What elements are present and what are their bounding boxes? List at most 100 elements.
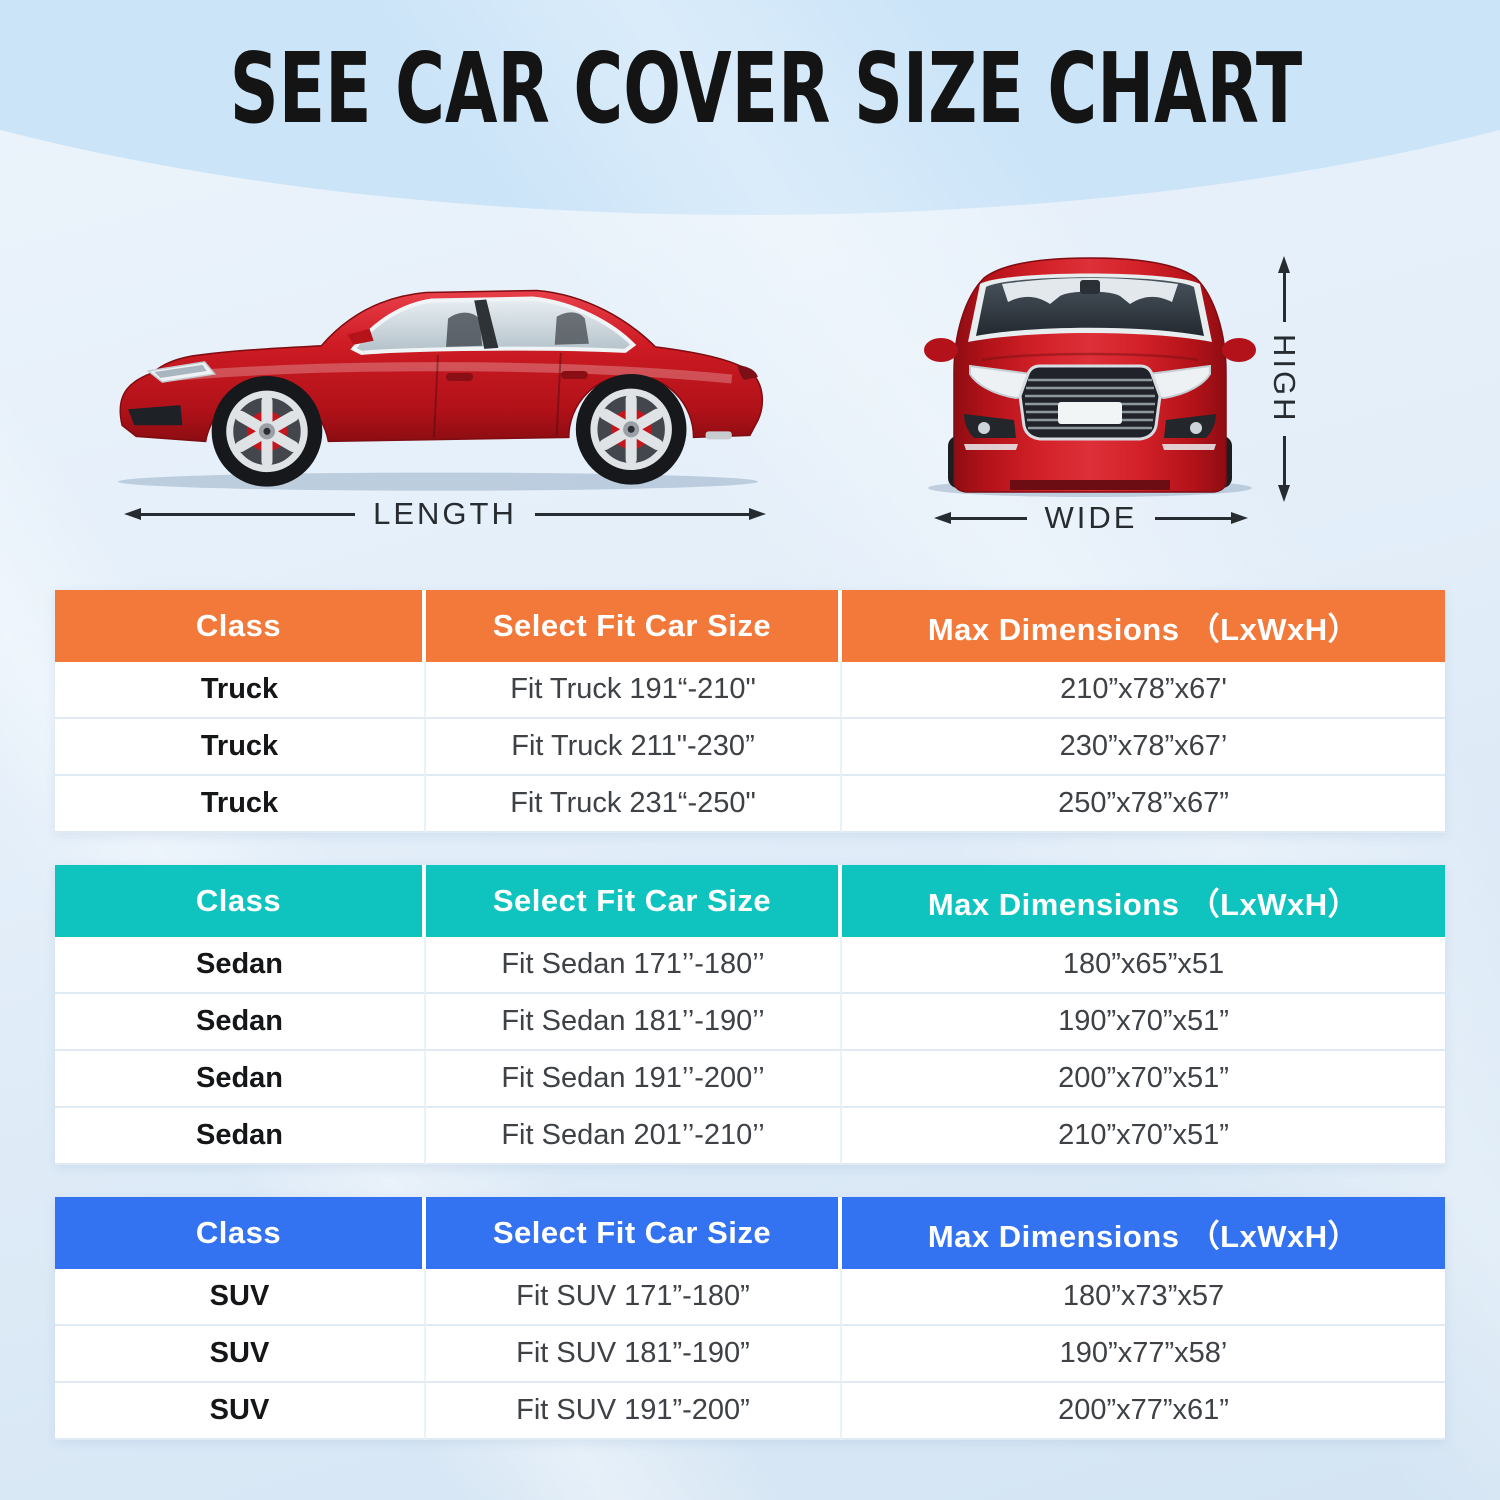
- tail-light: [737, 364, 758, 381]
- sedan-size-table: Class Select Fit Car Size Max Dimensions…: [55, 865, 1445, 1165]
- column-header-dims: Max Dimensions （LxWxH）: [927, 1218, 1360, 1254]
- dimension-line: [534, 512, 749, 516]
- left-fog-intake: [964, 414, 1016, 438]
- class-cell: SUV: [55, 1326, 426, 1383]
- dims-cell: 190”x70”x51”: [842, 994, 1445, 1051]
- fit-cell: Fit Sedan 201’’-210’’: [426, 1108, 842, 1165]
- seat-silhouette: [446, 312, 483, 347]
- sedan-side-view-illustration: [118, 289, 764, 491]
- exhaust: [705, 431, 732, 440]
- class-cell: Sedan: [55, 994, 426, 1051]
- right-fog-light: [1190, 422, 1202, 434]
- table-row: Sedan Fit Sedan 171’’-180’’ 180”x65”x51: [55, 937, 1445, 994]
- side-mirror: [347, 328, 374, 345]
- under-body: [1010, 480, 1170, 490]
- sedan-table-header: Class Select Fit Car Size Max Dimensions…: [55, 865, 1445, 937]
- dims-cell: 210”x78”x67': [842, 662, 1445, 719]
- column-header-fit: Select Fit Car Size: [426, 1197, 842, 1269]
- dimension-line: [141, 512, 356, 516]
- table-row: Sedan Fit Sedan 191’’-200’’ 200”x70”x51”: [55, 1051, 1445, 1108]
- dims-cell: 180”x73”x57: [842, 1269, 1445, 1326]
- dims-cell: 210”x70”x51”: [842, 1108, 1445, 1165]
- truck-size-table: Class Select Fit Car Size Max Dimensions…: [55, 590, 1445, 833]
- class-cell: Sedan: [55, 937, 426, 994]
- fit-cell: Fit Sedan 191’’-200’’: [426, 1051, 842, 1108]
- dimension-line: [1282, 435, 1286, 485]
- column-header-class: Class: [55, 865, 426, 937]
- headlight-inner: [154, 364, 207, 379]
- column-header-fit: Select Fit Car Size: [426, 865, 842, 937]
- left-bumper-accent: [964, 444, 1018, 450]
- door-seam: [432, 354, 440, 438]
- seat-silhouette: [554, 312, 589, 345]
- high-label: HIGH: [1267, 334, 1302, 424]
- wide-label: WIDE: [1044, 500, 1138, 535]
- table-row: SUV Fit SUV 171”-180” 180”x73”x57: [55, 1269, 1445, 1326]
- arrow-right-icon: [749, 508, 766, 520]
- wide-dimension: WIDE: [934, 500, 1248, 536]
- b-pillar: [474, 299, 499, 349]
- table-row: SUV Fit SUV 191”-200” 200”x77”x61”: [55, 1383, 1445, 1440]
- front-wheel: [211, 375, 323, 487]
- arrow-left-icon: [934, 512, 951, 524]
- body-highlight: [165, 362, 733, 384]
- license-area: [1058, 402, 1122, 424]
- left-side-mirror: [924, 338, 958, 362]
- dims-cell: 200”x70”x51”: [842, 1051, 1445, 1108]
- high-dimension: HIGH: [1264, 256, 1304, 502]
- class-cell: Sedan: [55, 1051, 426, 1108]
- table-row: Sedan Fit Sedan 181’’-190’’ 190”x70”x51”: [55, 994, 1445, 1051]
- sedan-front-view-illustration: [924, 257, 1256, 497]
- hood-seam: [981, 352, 1199, 362]
- door-handle: [560, 370, 588, 380]
- table-row: Truck Fit Truck 191“-210" 210”x78”x67': [55, 662, 1445, 719]
- class-cell: Sedan: [55, 1108, 426, 1165]
- arrow-down-icon: [1278, 485, 1290, 502]
- rear-wheel: [575, 373, 687, 485]
- door-handle: [446, 372, 474, 382]
- column-header-dims: Max Dimensions （LxWxH）: [927, 611, 1360, 647]
- truck-table-header: Class Select Fit Car Size Max Dimensions…: [55, 590, 1445, 662]
- column-header-class: Class: [55, 1197, 426, 1269]
- fit-cell: Fit SUV 181”-190”: [426, 1326, 842, 1383]
- dims-cell: 230”x78”x67’: [842, 719, 1445, 776]
- rearview-mirror: [1080, 280, 1100, 294]
- class-cell: Truck: [55, 662, 426, 719]
- right-fog-intake: [1164, 414, 1216, 438]
- length-dimension: LENGTH: [124, 496, 766, 532]
- suv-size-table: Class Select Fit Car Size Max Dimensions…: [55, 1197, 1445, 1440]
- fit-cell: Fit Truck 191“-210": [426, 662, 842, 719]
- left-fog-light: [978, 422, 990, 434]
- fit-cell: Fit Truck 231“-250": [426, 776, 842, 833]
- top-arc-decoration: [0, 0, 1500, 215]
- dimension-line: [951, 516, 1027, 520]
- fit-cell: Fit Sedan 171’’-180’’: [426, 937, 842, 994]
- arrow-left-icon: [124, 508, 141, 520]
- arrow-up-icon: [1278, 256, 1290, 273]
- table-row: Sedan Fit Sedan 201’’-210’’ 210”x70”x51”: [55, 1108, 1445, 1165]
- dimension-line: [1282, 273, 1286, 323]
- dims-cell: 190”x77”x58’: [842, 1326, 1445, 1383]
- door-seam: [555, 352, 562, 436]
- right-side-mirror: [1222, 338, 1256, 362]
- arrow-right-icon: [1231, 512, 1248, 524]
- column-header-fit: Select Fit Car Size: [426, 590, 842, 662]
- page-title-wrap: SEE CAR COVER SIZE CHART: [0, 40, 1500, 137]
- dims-cell: 250”x78”x67”: [842, 776, 1445, 833]
- dimension-line: [1155, 516, 1231, 520]
- table-row: Truck Fit Truck 211"-230” 230”x78”x67’: [55, 719, 1445, 776]
- column-header-class: Class: [55, 590, 426, 662]
- front-intake: [128, 405, 183, 426]
- dims-cell: 180”x65”x51: [842, 937, 1445, 994]
- fit-cell: Fit Sedan 181’’-190’’: [426, 994, 842, 1051]
- suv-table-header: Class Select Fit Car Size Max Dimensions…: [55, 1197, 1445, 1269]
- fit-cell: Fit Truck 211"-230”: [426, 719, 842, 776]
- dims-cell: 200”x77”x61”: [842, 1383, 1445, 1440]
- class-cell: Truck: [55, 719, 426, 776]
- class-cell: SUV: [55, 1269, 426, 1326]
- page-title: SEE CAR COVER SIZE CHART: [229, 32, 1303, 145]
- class-cell: Truck: [55, 776, 426, 833]
- fit-cell: Fit SUV 171”-180”: [426, 1269, 842, 1326]
- column-header-dims: Max Dimensions （LxWxH）: [927, 886, 1360, 922]
